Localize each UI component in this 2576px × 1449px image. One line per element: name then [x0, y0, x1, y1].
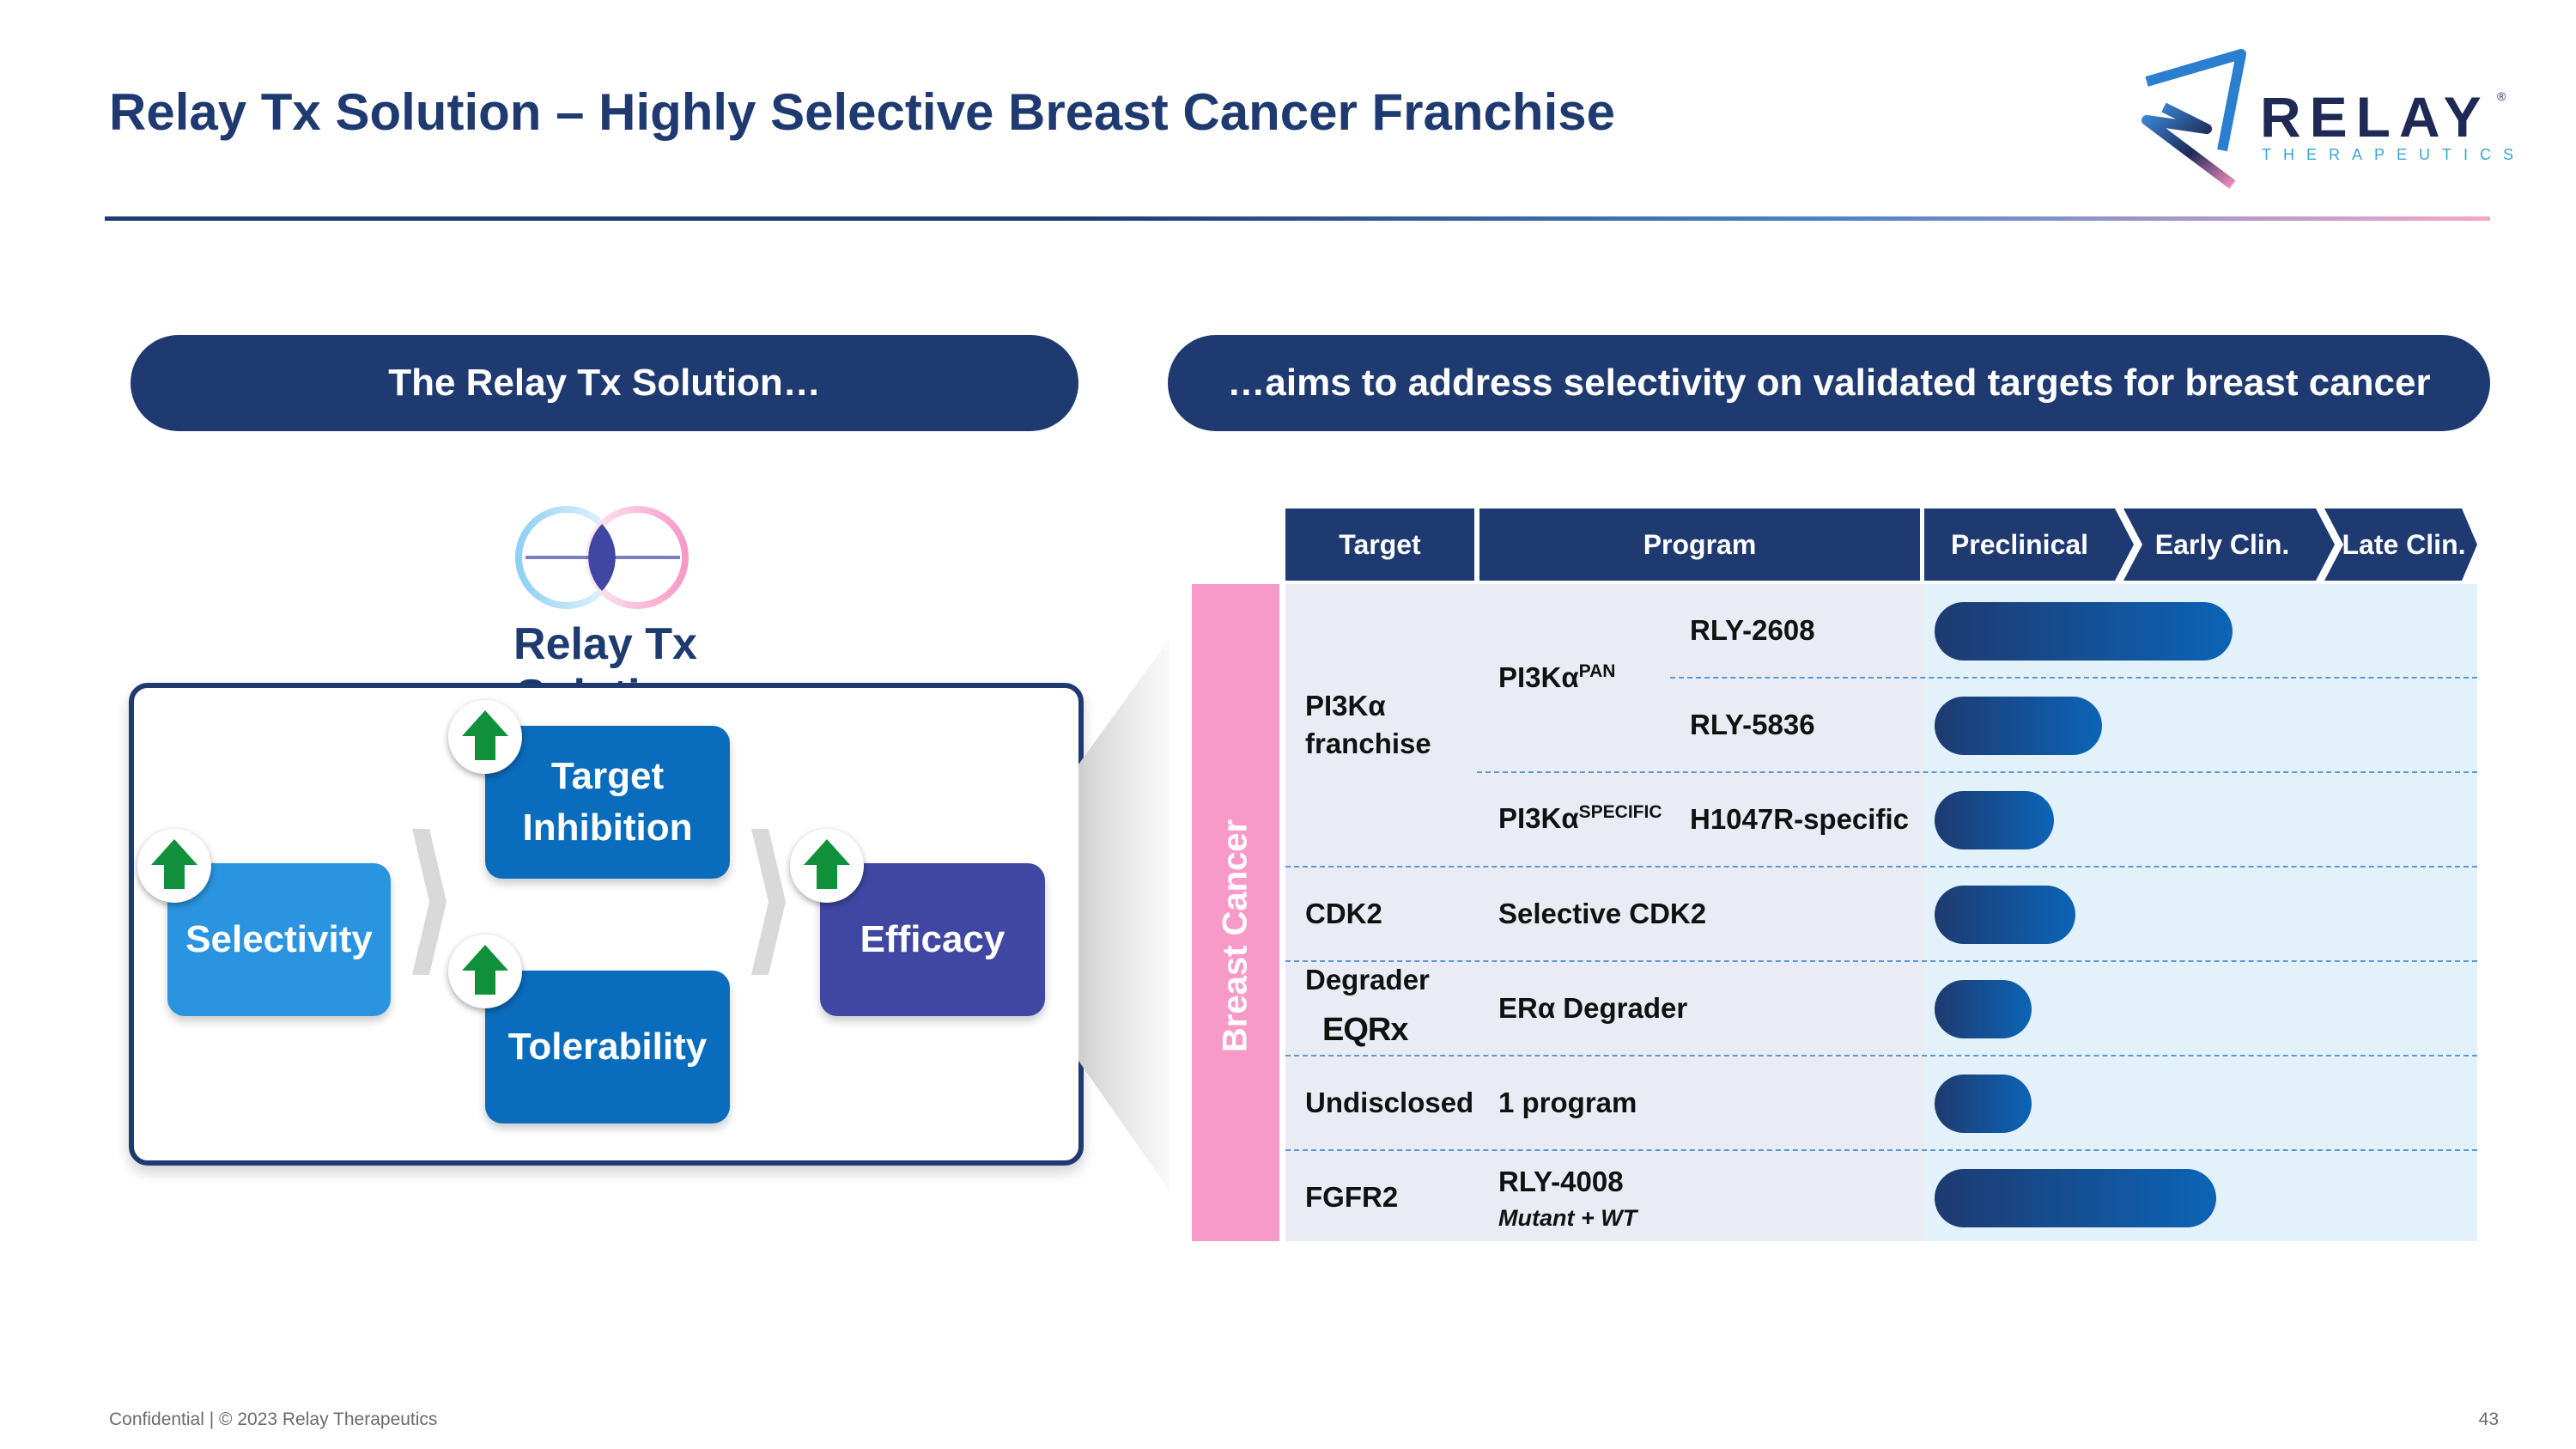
row-divider — [1477, 771, 2477, 773]
program-1-program: 1 program — [1498, 1087, 1637, 1118]
target-degrader: Degrader — [1305, 964, 1430, 995]
zoom-connector — [1078, 640, 1169, 1190]
phase-header-arrows — [1924, 508, 2477, 581]
program-rly-4008: RLY-4008 — [1498, 1166, 1624, 1197]
up-arrow-icon — [448, 935, 522, 1008]
relay-logo-icon — [2142, 49, 2246, 189]
target-inhibition-label: Target Inhibition — [522, 755, 693, 849]
chevron-right-icon — [751, 829, 786, 975]
left-heading-pill: The Relay Tx Solution… — [131, 335, 1078, 431]
progress-bar — [1935, 886, 2075, 944]
group-pi3k-pan: PI3KαPAN — [1498, 661, 1616, 693]
header-program: Program — [1479, 508, 1920, 581]
progress-bar — [1935, 1169, 2216, 1227]
breast-cancer-label: Breast Cancer — [1216, 819, 1255, 1053]
progress-bar — [1935, 791, 2054, 849]
eqrx-logo: EQRx — [1322, 1012, 1408, 1048]
header-early-clin: Early Clin. — [2154, 528, 2290, 560]
header-preclinical: Preclinical — [1950, 528, 2089, 560]
logo-name: RELAY — [2260, 85, 2490, 149]
program-selective-cdk2: Selective CDK2 — [1498, 898, 1707, 929]
progress-bar — [1935, 980, 2032, 1038]
page-number: 43 — [2478, 1409, 2499, 1429]
program-rly-4008-sub: Mutant + WT — [1498, 1205, 1637, 1231]
row-divider — [1285, 960, 2477, 962]
right-heading-pill: …aims to address selectivity on validate… — [1168, 335, 2490, 431]
selectivity-box: Selectivity — [167, 863, 391, 1016]
logo-registered: ® — [2497, 89, 2506, 103]
footer-confidential: Confidential | © 2023 Relay Therapeutics — [109, 1409, 438, 1429]
efficacy-box: Efficacy — [820, 863, 1045, 1016]
row-divider — [1285, 1055, 2477, 1056]
up-arrow-icon — [137, 829, 211, 903]
program-era-degrader: ERα Degrader — [1498, 992, 1688, 1024]
progress-bar — [1935, 1075, 2032, 1133]
target-cdk2: CDK2 — [1305, 898, 1382, 929]
efficacy-label: Efficacy — [860, 918, 1005, 960]
header-target: Target — [1285, 508, 1474, 581]
header-rule — [105, 216, 2490, 221]
target-undisclosed: Undisclosed — [1305, 1087, 1474, 1118]
tolerability-box: Tolerability — [485, 971, 730, 1123]
progress-bar — [1935, 602, 2233, 661]
table-left-bg — [1285, 584, 1924, 1241]
up-arrow-icon — [448, 700, 522, 774]
target-pi3k-franchise: PI3Kα franchise — [1305, 690, 1431, 759]
tolerability-label: Tolerability — [507, 1026, 708, 1068]
program-h1047r: H1047R-specific — [1690, 803, 1909, 835]
row-divider — [1670, 677, 2477, 679]
header-late-clin: Late Clin. — [2342, 528, 2466, 560]
program-rly-2608: RLY-2608 — [1690, 614, 1815, 646]
progress-bar — [1935, 697, 2102, 755]
target-inhibition-box: Target Inhibition — [485, 726, 730, 879]
program-rly-5836: RLY-5836 — [1690, 709, 1815, 740]
chevron-right-icon — [412, 829, 447, 975]
row-divider — [1285, 1149, 2477, 1151]
overlapping-circles-icon — [515, 506, 689, 609]
logo-subtitle: THERAPEUTICS — [2262, 146, 2526, 163]
up-arrow-icon — [790, 829, 864, 903]
breast-cancer-band — [1192, 584, 1279, 1241]
selectivity-label: Selectivity — [185, 918, 373, 960]
row-divider — [1285, 866, 2477, 868]
group-pi3k-specific: PI3KαSPECIFIC — [1498, 802, 1662, 834]
target-fgfr2: FGFR2 — [1305, 1181, 1399, 1213]
page-title: Relay Tx Solution – Highly Selective Bre… — [109, 83, 1615, 141]
